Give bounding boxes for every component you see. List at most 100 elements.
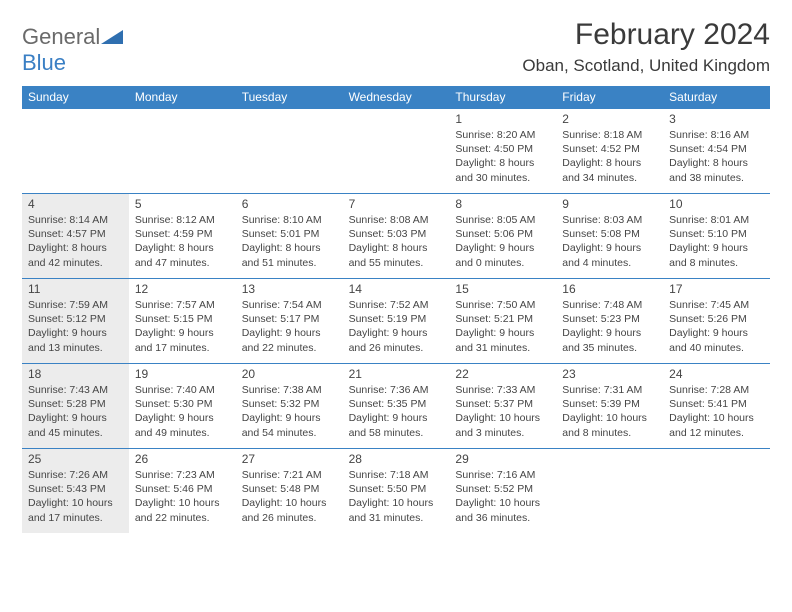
day-header-thursday: Thursday <box>449 86 556 108</box>
day-headers-row: Sunday Monday Tuesday Wednesday Thursday… <box>22 86 770 108</box>
sunset-line: Sunset: 5:37 PM <box>455 397 550 411</box>
day-number: 26 <box>135 452 230 466</box>
sunrise-line: Sunrise: 8:01 AM <box>669 213 764 227</box>
sunset-line: Sunset: 5:52 PM <box>455 482 550 496</box>
day-number: 5 <box>135 197 230 211</box>
day-cell <box>129 109 236 193</box>
daylight-line-2: and 0 minutes. <box>455 256 550 270</box>
daylight-line-2: and 54 minutes. <box>242 426 337 440</box>
sunrise-line: Sunrise: 7:36 AM <box>349 383 444 397</box>
daylight-line-2: and 31 minutes. <box>455 341 550 355</box>
week-row: 11Sunrise: 7:59 AMSunset: 5:12 PMDayligh… <box>22 278 770 363</box>
sunset-line: Sunset: 5:15 PM <box>135 312 230 326</box>
day-cell: 20Sunrise: 7:38 AMSunset: 5:32 PMDayligh… <box>236 364 343 448</box>
daylight-line-2: and 12 minutes. <box>669 426 764 440</box>
calendar: Sunday Monday Tuesday Wednesday Thursday… <box>22 86 770 533</box>
daylight-line-2: and 55 minutes. <box>349 256 444 270</box>
daylight-line-1: Daylight: 9 hours <box>562 241 657 255</box>
day-cell: 8Sunrise: 8:05 AMSunset: 5:06 PMDaylight… <box>449 194 556 278</box>
day-cell: 21Sunrise: 7:36 AMSunset: 5:35 PMDayligh… <box>343 364 450 448</box>
daylight-line-1: Daylight: 8 hours <box>669 156 764 170</box>
day-header-friday: Friday <box>556 86 663 108</box>
daylight-line-2: and 17 minutes. <box>28 511 123 525</box>
sunset-line: Sunset: 4:59 PM <box>135 227 230 241</box>
daylight-line-1: Daylight: 10 hours <box>455 411 550 425</box>
sunrise-line: Sunrise: 7:43 AM <box>28 383 123 397</box>
sunrise-line: Sunrise: 8:14 AM <box>28 213 123 227</box>
day-cell: 29Sunrise: 7:16 AMSunset: 5:52 PMDayligh… <box>449 449 556 533</box>
sunset-line: Sunset: 5:30 PM <box>135 397 230 411</box>
day-cell <box>22 109 129 193</box>
title-block: February 2024 Oban, Scotland, United Kin… <box>522 18 770 76</box>
daylight-line-2: and 17 minutes. <box>135 341 230 355</box>
daylight-line-2: and 35 minutes. <box>562 341 657 355</box>
day-number: 22 <box>455 367 550 381</box>
daylight-line-2: and 47 minutes. <box>135 256 230 270</box>
daylight-line-2: and 30 minutes. <box>455 171 550 185</box>
sunrise-line: Sunrise: 7:23 AM <box>135 468 230 482</box>
daylight-line-1: Daylight: 9 hours <box>28 411 123 425</box>
day-cell: 16Sunrise: 7:48 AMSunset: 5:23 PMDayligh… <box>556 279 663 363</box>
daylight-line-1: Daylight: 8 hours <box>28 241 123 255</box>
day-cell: 25Sunrise: 7:26 AMSunset: 5:43 PMDayligh… <box>22 449 129 533</box>
daylight-line-2: and 8 minutes. <box>562 426 657 440</box>
sunset-line: Sunset: 5:50 PM <box>349 482 444 496</box>
logo: General Blue <box>22 18 123 76</box>
day-number: 20 <box>242 367 337 381</box>
daylight-line-1: Daylight: 9 hours <box>669 326 764 340</box>
daylight-line-1: Daylight: 10 hours <box>669 411 764 425</box>
sunset-line: Sunset: 5:23 PM <box>562 312 657 326</box>
day-number: 24 <box>669 367 764 381</box>
day-cell: 13Sunrise: 7:54 AMSunset: 5:17 PMDayligh… <box>236 279 343 363</box>
logo-triangle-icon <box>101 30 123 44</box>
daylight-line-1: Daylight: 10 hours <box>135 496 230 510</box>
daylight-line-1: Daylight: 9 hours <box>242 326 337 340</box>
sunset-line: Sunset: 4:57 PM <box>28 227 123 241</box>
sunset-line: Sunset: 5:08 PM <box>562 227 657 241</box>
day-header-monday: Monday <box>129 86 236 108</box>
daylight-line-1: Daylight: 9 hours <box>349 326 444 340</box>
day-number: 23 <box>562 367 657 381</box>
sunrise-line: Sunrise: 8:12 AM <box>135 213 230 227</box>
sunrise-line: Sunrise: 7:50 AM <box>455 298 550 312</box>
daylight-line-2: and 42 minutes. <box>28 256 123 270</box>
sunrise-line: Sunrise: 8:10 AM <box>242 213 337 227</box>
day-number: 8 <box>455 197 550 211</box>
daylight-line-1: Daylight: 10 hours <box>28 496 123 510</box>
sunrise-line: Sunrise: 8:20 AM <box>455 128 550 142</box>
sunset-line: Sunset: 5:10 PM <box>669 227 764 241</box>
daylight-line-1: Daylight: 8 hours <box>242 241 337 255</box>
day-cell: 12Sunrise: 7:57 AMSunset: 5:15 PMDayligh… <box>129 279 236 363</box>
daylight-line-2: and 4 minutes. <box>562 256 657 270</box>
daylight-line-2: and 58 minutes. <box>349 426 444 440</box>
header: General Blue February 2024 Oban, Scotlan… <box>22 18 770 76</box>
day-number: 11 <box>28 282 123 296</box>
daylight-line-1: Daylight: 9 hours <box>562 326 657 340</box>
day-number: 25 <box>28 452 123 466</box>
day-cell: 6Sunrise: 8:10 AMSunset: 5:01 PMDaylight… <box>236 194 343 278</box>
sunrise-line: Sunrise: 7:33 AM <box>455 383 550 397</box>
daylight-line-1: Daylight: 8 hours <box>562 156 657 170</box>
day-cell: 1Sunrise: 8:20 AMSunset: 4:50 PMDaylight… <box>449 109 556 193</box>
day-number: 13 <box>242 282 337 296</box>
daylight-line-1: Daylight: 10 hours <box>455 496 550 510</box>
sunset-line: Sunset: 5:43 PM <box>28 482 123 496</box>
weeks-container: 1Sunrise: 8:20 AMSunset: 4:50 PMDaylight… <box>22 108 770 533</box>
day-number: 14 <box>349 282 444 296</box>
daylight-line-1: Daylight: 10 hours <box>562 411 657 425</box>
sunset-line: Sunset: 5:46 PM <box>135 482 230 496</box>
day-cell: 3Sunrise: 8:16 AMSunset: 4:54 PMDaylight… <box>663 109 770 193</box>
sunrise-line: Sunrise: 7:31 AM <box>562 383 657 397</box>
daylight-line-1: Daylight: 9 hours <box>135 411 230 425</box>
day-cell <box>663 449 770 533</box>
daylight-line-2: and 45 minutes. <box>28 426 123 440</box>
day-cell: 19Sunrise: 7:40 AMSunset: 5:30 PMDayligh… <box>129 364 236 448</box>
daylight-line-2: and 40 minutes. <box>669 341 764 355</box>
day-cell: 4 Sunrise: 8:14 AMSunset: 4:57 PMDaylight… <box>22 194 129 278</box>
day-number: 4 <box>28 197 123 211</box>
day-number: 18 <box>28 367 123 381</box>
daylight-line-2: and 22 minutes. <box>242 341 337 355</box>
day-cell <box>236 109 343 193</box>
day-number: 16 <box>562 282 657 296</box>
daylight-line-2: and 49 minutes. <box>135 426 230 440</box>
